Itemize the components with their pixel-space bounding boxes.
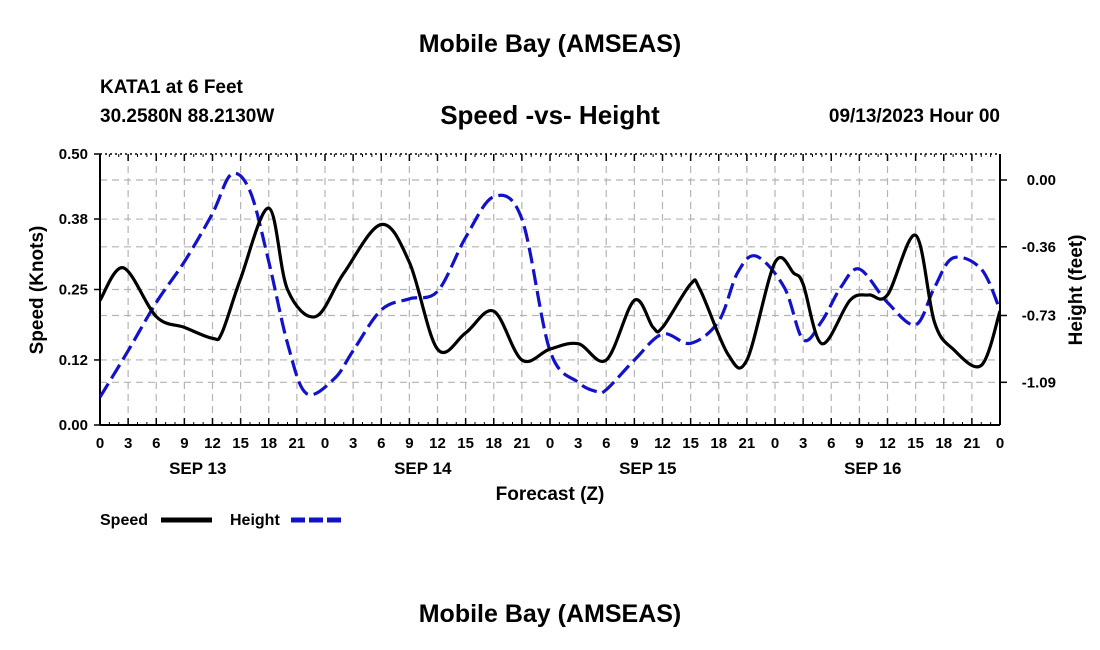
legend-speed-label: Speed xyxy=(100,512,148,529)
x-tick-label: 0 xyxy=(96,435,104,452)
left-tick-label: 0.00 xyxy=(59,417,88,434)
x-tick-label: 6 xyxy=(602,435,610,452)
x-tick-label: 9 xyxy=(630,435,638,452)
series xyxy=(100,171,1000,399)
x-tick-label: 12 xyxy=(879,435,896,452)
x-tick-label: 0 xyxy=(996,435,1004,452)
station-label: KATA1 at 6 Feet xyxy=(100,77,243,98)
x-tick-label: 15 xyxy=(457,435,474,452)
grid xyxy=(100,154,1000,425)
right-tick-label: -0.73 xyxy=(1022,307,1056,324)
left-tick-label: 0.25 xyxy=(59,282,88,299)
left-tick-label: 0.50 xyxy=(59,146,88,163)
legend-height-label: Height xyxy=(230,512,280,529)
x-tick-label: 18 xyxy=(710,435,727,452)
x-axis-label: Forecast (Z) xyxy=(496,484,605,505)
coordinates-label: 30.2580N 88.2130W xyxy=(100,106,275,127)
x-tick-label: 0 xyxy=(546,435,554,452)
forecast-datetime: 09/13/2023 Hour 00 xyxy=(828,106,1000,127)
right-tick-label: -0.36 xyxy=(1022,239,1056,256)
x-tick-label: 15 xyxy=(682,435,699,452)
x-tick-label: 21 xyxy=(514,435,531,452)
x-tick-label: 15 xyxy=(232,435,249,452)
x-tick-label: 21 xyxy=(289,435,306,452)
x-tick-label: 6 xyxy=(152,435,160,452)
x-tick-label: 0 xyxy=(321,435,329,452)
x-tick-label: 3 xyxy=(124,435,132,452)
left-axis-label: Speed (Knots) xyxy=(27,226,48,355)
right-tick-label: -1.09 xyxy=(1022,374,1056,391)
x-tick-label: 3 xyxy=(349,435,357,452)
x-tick-label: 18 xyxy=(485,435,502,452)
x-tick-label: 18 xyxy=(260,435,277,452)
legend: Speed Height xyxy=(100,512,342,529)
x-tick-label: 12 xyxy=(204,435,221,452)
series-line-speed xyxy=(100,206,1000,370)
chart-subtitle: Speed -vs- Height xyxy=(440,100,660,130)
date-label: SEP 16 xyxy=(844,459,901,478)
axes: 0 3 6 9 12 15 18 21 0 3 6 9 12 15 18 21 0 3 6 9 12 15 18 21 0 3 6 9… xyxy=(59,146,1056,478)
series-line-height xyxy=(100,171,1000,399)
chart-title: Mobile Bay (AMSEAS) xyxy=(418,30,682,58)
axis-labels: Forecast (Z) Speed (Knots) Height (feet) xyxy=(27,226,1087,505)
left-tick-label: 0.38 xyxy=(59,211,88,228)
x-tick-label: 12 xyxy=(654,435,671,452)
x-tick-label: 18 xyxy=(935,435,952,452)
left-tick-label: 0.12 xyxy=(59,352,88,369)
x-tick-label: 6 xyxy=(377,435,385,452)
right-tick-label: 0.00 xyxy=(1027,172,1056,189)
x-tick-label: 12 xyxy=(429,435,446,452)
x-tick-label: 9 xyxy=(180,435,188,452)
x-tick-label: 3 xyxy=(574,435,582,452)
x-tick-label: 21 xyxy=(739,435,756,452)
x-tick-label: 21 xyxy=(964,435,981,452)
x-tick-label: 3 xyxy=(799,435,807,452)
right-axis-label: Height (feet) xyxy=(1066,235,1087,346)
date-label: SEP 13 xyxy=(169,459,226,478)
x-tick-label: 0 xyxy=(771,435,779,452)
date-label: SEP 14 xyxy=(394,459,452,478)
x-tick-label: 9 xyxy=(405,435,413,452)
x-tick-label: 6 xyxy=(827,435,835,452)
x-tick-label: 9 xyxy=(855,435,863,452)
bottom-chart-title: Mobile Bay (AMSEAS) xyxy=(418,600,682,628)
date-label: SEP 15 xyxy=(619,459,676,478)
x-tick-label: 15 xyxy=(907,435,924,452)
